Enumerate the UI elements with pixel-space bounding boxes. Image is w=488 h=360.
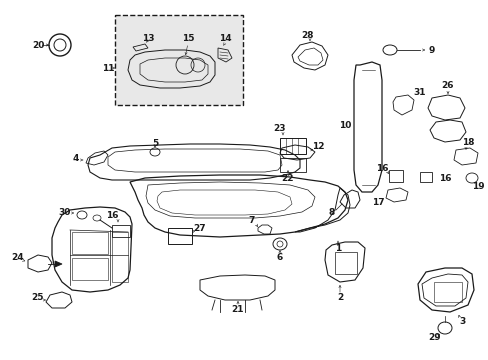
Text: 5: 5 xyxy=(152,139,158,148)
Text: 25: 25 xyxy=(32,293,44,302)
Bar xyxy=(388,170,402,182)
Text: 6: 6 xyxy=(276,253,283,262)
Text: 16: 16 xyxy=(438,174,450,183)
Bar xyxy=(72,258,108,280)
Bar xyxy=(72,232,108,254)
Text: 17: 17 xyxy=(371,198,384,207)
Text: 26: 26 xyxy=(441,81,453,90)
Polygon shape xyxy=(55,261,62,267)
Text: 14: 14 xyxy=(218,33,231,42)
Text: 2: 2 xyxy=(336,293,343,302)
Text: 13: 13 xyxy=(142,33,154,42)
Text: 23: 23 xyxy=(273,123,285,132)
Text: 22: 22 xyxy=(281,174,294,183)
Bar xyxy=(112,225,130,237)
Text: 11: 11 xyxy=(102,63,114,72)
Bar xyxy=(419,172,431,182)
Text: 27: 27 xyxy=(193,224,206,233)
Text: 30: 30 xyxy=(59,207,71,216)
Bar xyxy=(334,252,356,274)
Bar xyxy=(112,232,128,282)
Bar xyxy=(280,138,305,154)
Bar xyxy=(168,228,192,244)
Text: 20: 20 xyxy=(32,41,44,50)
Text: 18: 18 xyxy=(461,138,473,147)
Text: 19: 19 xyxy=(471,181,483,190)
Text: 1: 1 xyxy=(334,243,341,252)
Text: 15: 15 xyxy=(182,33,194,42)
Bar xyxy=(115,15,243,105)
Text: 7: 7 xyxy=(248,216,255,225)
Text: 16: 16 xyxy=(375,163,387,172)
Bar xyxy=(280,158,305,172)
Text: 28: 28 xyxy=(301,31,314,40)
Text: 8: 8 xyxy=(328,207,334,216)
Text: 4: 4 xyxy=(73,153,79,162)
Text: 9: 9 xyxy=(428,45,434,54)
Text: 3: 3 xyxy=(458,318,464,327)
Text: 12: 12 xyxy=(311,141,324,150)
Text: 21: 21 xyxy=(231,306,244,315)
Text: 29: 29 xyxy=(428,333,440,342)
Text: 16: 16 xyxy=(105,211,118,220)
Bar xyxy=(433,282,461,302)
Text: 10: 10 xyxy=(338,121,350,130)
Text: 24: 24 xyxy=(12,253,24,262)
Text: 31: 31 xyxy=(413,87,426,96)
